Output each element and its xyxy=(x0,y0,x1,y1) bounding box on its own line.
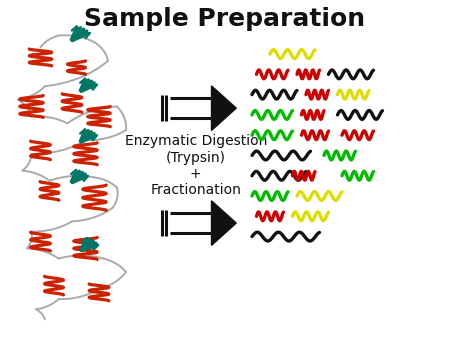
Polygon shape xyxy=(212,86,236,130)
Text: Enzymatic Digestion
(Trypsin)
+
Fractionation: Enzymatic Digestion (Trypsin) + Fraction… xyxy=(125,134,267,197)
Text: Sample Preparation: Sample Preparation xyxy=(85,6,365,31)
Polygon shape xyxy=(212,201,236,245)
